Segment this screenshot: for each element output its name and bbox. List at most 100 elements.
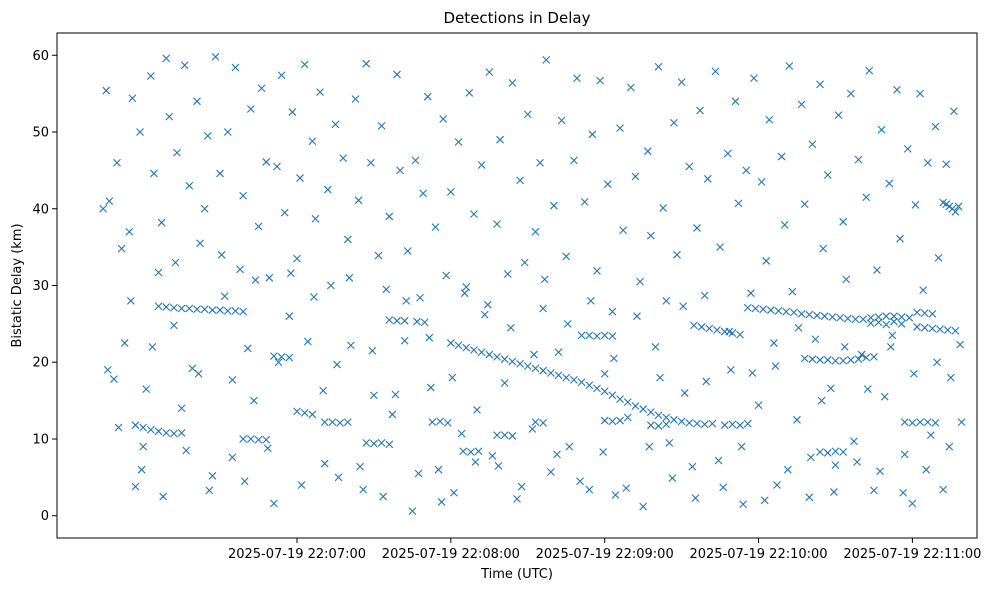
data-point-marker	[877, 125, 886, 134]
data-point-marker	[631, 402, 640, 410]
data-point-marker	[446, 339, 455, 347]
data-point-marker	[742, 166, 751, 175]
data-point-marker	[751, 304, 760, 313]
data-point-marker	[131, 482, 140, 491]
data-point-marker	[528, 425, 537, 433]
data-point-marker	[616, 416, 624, 425]
data-point-marker	[493, 431, 501, 440]
data-point-marker	[736, 421, 744, 430]
data-point-marker	[494, 461, 503, 470]
data-point-marker	[285, 312, 294, 321]
data-point-marker	[254, 222, 263, 231]
data-point-marker	[460, 289, 469, 298]
data-point-marker	[470, 346, 478, 354]
data-point-marker	[585, 381, 594, 390]
data-point-marker	[228, 376, 237, 384]
data-point-marker	[231, 306, 240, 315]
data-point-marker	[608, 391, 617, 400]
data-point-marker	[334, 473, 343, 482]
data-point-marker	[880, 392, 889, 401]
data-point-marker	[777, 152, 786, 161]
data-point-marker	[554, 348, 563, 357]
data-point-marker	[645, 442, 654, 451]
data-point-marker	[303, 337, 312, 346]
data-point-marker	[603, 180, 612, 189]
data-point-marker	[957, 418, 966, 426]
data-point-marker	[508, 432, 517, 440]
data-point-marker	[588, 130, 597, 139]
data-point-marker	[685, 418, 694, 427]
data-point-marker	[262, 158, 271, 166]
data-point-marker	[374, 251, 383, 260]
data-point-marker	[900, 418, 909, 426]
data-point-marker	[539, 418, 548, 427]
data-point-marker	[462, 283, 471, 291]
data-point-marker	[782, 307, 791, 316]
data-point-marker	[643, 147, 652, 156]
data-point-marker	[623, 398, 632, 407]
data-point-marker	[170, 303, 178, 312]
data-point-marker	[679, 302, 688, 311]
data-point-marker	[391, 390, 400, 399]
data-point-marker	[816, 448, 824, 456]
data-point-marker	[806, 453, 815, 462]
data-point-marker	[126, 296, 135, 305]
data-point-marker	[211, 52, 220, 61]
data-point-marker	[114, 423, 123, 432]
data-point-marker	[273, 162, 281, 171]
data-point-marker	[208, 306, 217, 314]
data-point-marker	[680, 389, 689, 397]
data-point-marker	[539, 304, 548, 313]
data-point-marker	[622, 484, 631, 493]
data-point-marker	[811, 335, 820, 344]
data-point-marker	[705, 324, 714, 333]
data-point-marker	[246, 435, 255, 443]
data-point-marker	[393, 70, 401, 79]
data-point-marker	[503, 270, 512, 278]
data-point-marker	[454, 138, 463, 146]
data-point-marker	[471, 458, 480, 466]
data-point-marker	[886, 343, 895, 351]
data-point-marker	[393, 316, 401, 325]
data-point-marker	[562, 252, 571, 261]
data-point-marker	[654, 62, 663, 71]
data-point-marker	[523, 362, 532, 370]
data-point-marker	[474, 447, 483, 456]
data-point-marker	[194, 369, 203, 378]
data-point-marker	[610, 354, 618, 363]
data-point-marker	[922, 465, 931, 474]
data-point-marker	[165, 112, 174, 121]
data-point-marker	[223, 128, 232, 136]
data-point-marker	[570, 156, 578, 165]
data-point-marker	[131, 421, 140, 430]
data-point-marker	[513, 494, 521, 503]
data-point-marker	[750, 74, 758, 83]
data-point-marker	[402, 296, 411, 305]
data-point-marker	[539, 366, 548, 375]
data-point-marker	[99, 204, 108, 213]
data-point-marker	[945, 442, 954, 451]
data-point-marker	[616, 395, 624, 403]
data-point-marker	[228, 453, 237, 462]
data-point-marker	[254, 435, 263, 444]
data-point-marker	[885, 179, 894, 188]
data-point-marker	[396, 166, 404, 175]
data-point-marker	[913, 323, 921, 331]
data-point-marker	[611, 491, 620, 499]
data-point-marker	[600, 387, 609, 396]
data-point-marker	[788, 287, 797, 296]
data-point-marker	[685, 162, 694, 171]
data-point-marker	[863, 385, 872, 393]
data-point-marker	[193, 305, 201, 314]
data-point-marker	[366, 158, 375, 167]
data-point-marker	[608, 417, 617, 426]
data-point-marker	[251, 276, 260, 285]
data-point-marker	[343, 418, 352, 426]
data-point-marker	[554, 371, 563, 380]
y-tick-label: 60	[32, 49, 49, 64]
data-point-marker	[882, 320, 891, 329]
data-point-marker	[437, 498, 446, 506]
data-point-marker	[734, 199, 743, 208]
data-point-marker	[731, 97, 740, 106]
data-point-marker	[182, 446, 191, 455]
